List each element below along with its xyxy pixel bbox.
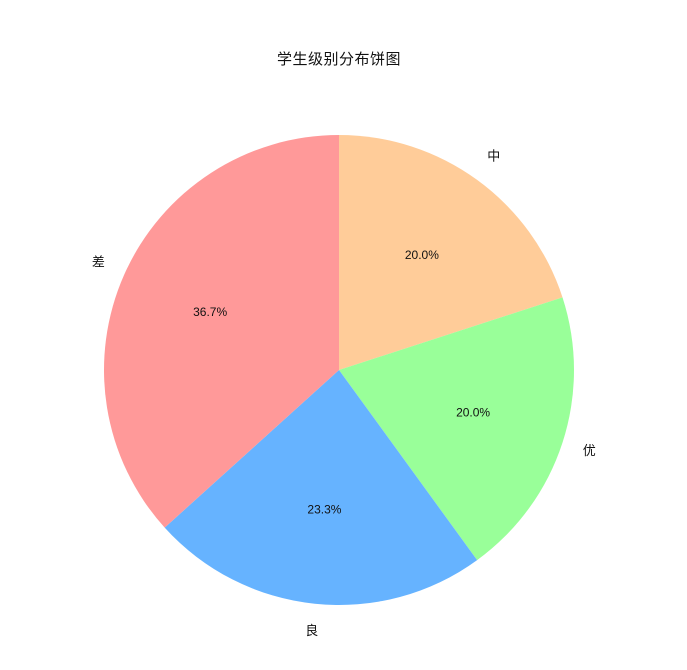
pie-pct-label-3: 23.3% <box>307 502 341 516</box>
pie-category-label-3: 良 <box>305 623 318 638</box>
pie-pct-label-1: 20.0% <box>405 248 439 262</box>
pie-wedge-3 <box>164 370 478 606</box>
pie-wedge-1 <box>339 135 563 370</box>
pie-pct-label-2: 20.0% <box>456 406 490 420</box>
pie-category-label-2: 优 <box>583 443 596 458</box>
pie-category-label-1: 中 <box>487 149 500 164</box>
pie-pct-label-4: 36.7% <box>193 305 227 319</box>
pie-category-label-4: 差 <box>92 255 105 270</box>
pie-wedge-4 <box>104 135 339 528</box>
pie-wedge-2 <box>339 297 575 561</box>
chart-title: 学生级别分布饼图 <box>276 51 401 68</box>
